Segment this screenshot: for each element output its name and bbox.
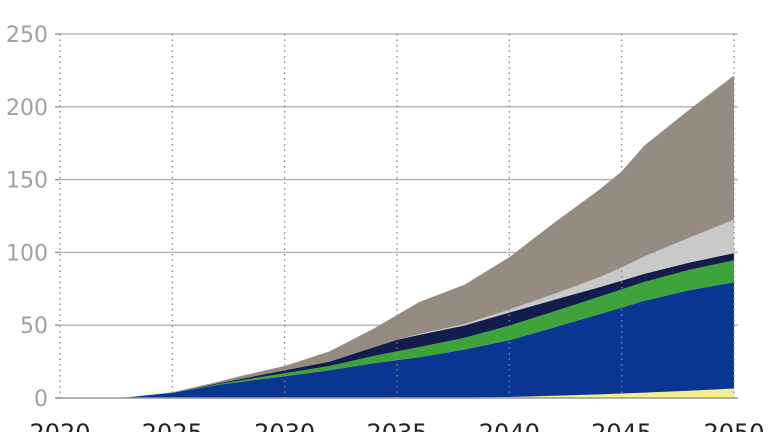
area-series-group bbox=[60, 75, 734, 398]
y-tick-label-50: 50 bbox=[20, 314, 48, 339]
area-series-1 bbox=[60, 388, 734, 398]
y-tick-label-0: 0 bbox=[34, 387, 48, 412]
area-series-2 bbox=[60, 282, 734, 398]
x-tick-label-2045: 2045 bbox=[591, 419, 652, 432]
x-tick-label-2040: 2040 bbox=[479, 419, 540, 432]
x-axis-tick-labels: 2020 2025 2030 2035 2040 2045 2050 bbox=[29, 419, 764, 436]
x-tick-label-2050: 2050 bbox=[703, 419, 764, 432]
y-axis-tick-labels: 0 50 100 150 200 250 bbox=[6, 23, 48, 412]
y-tick-label-200: 200 bbox=[6, 96, 48, 121]
x-tick-label-2025: 2025 bbox=[142, 419, 203, 432]
y-tick-label-150: 150 bbox=[6, 169, 48, 194]
vertical-gridlines bbox=[59, 34, 735, 398]
area-series-6 bbox=[60, 75, 734, 398]
axis-group bbox=[55, 33, 738, 399]
x-tick-label-2020: 2020 bbox=[29, 419, 90, 432]
x-tick-label-2035: 2035 bbox=[366, 419, 427, 432]
y-tick-label-100: 100 bbox=[6, 241, 48, 266]
y-tick-label-250: 250 bbox=[6, 23, 48, 48]
x-tick-label-2030: 2030 bbox=[254, 419, 315, 432]
